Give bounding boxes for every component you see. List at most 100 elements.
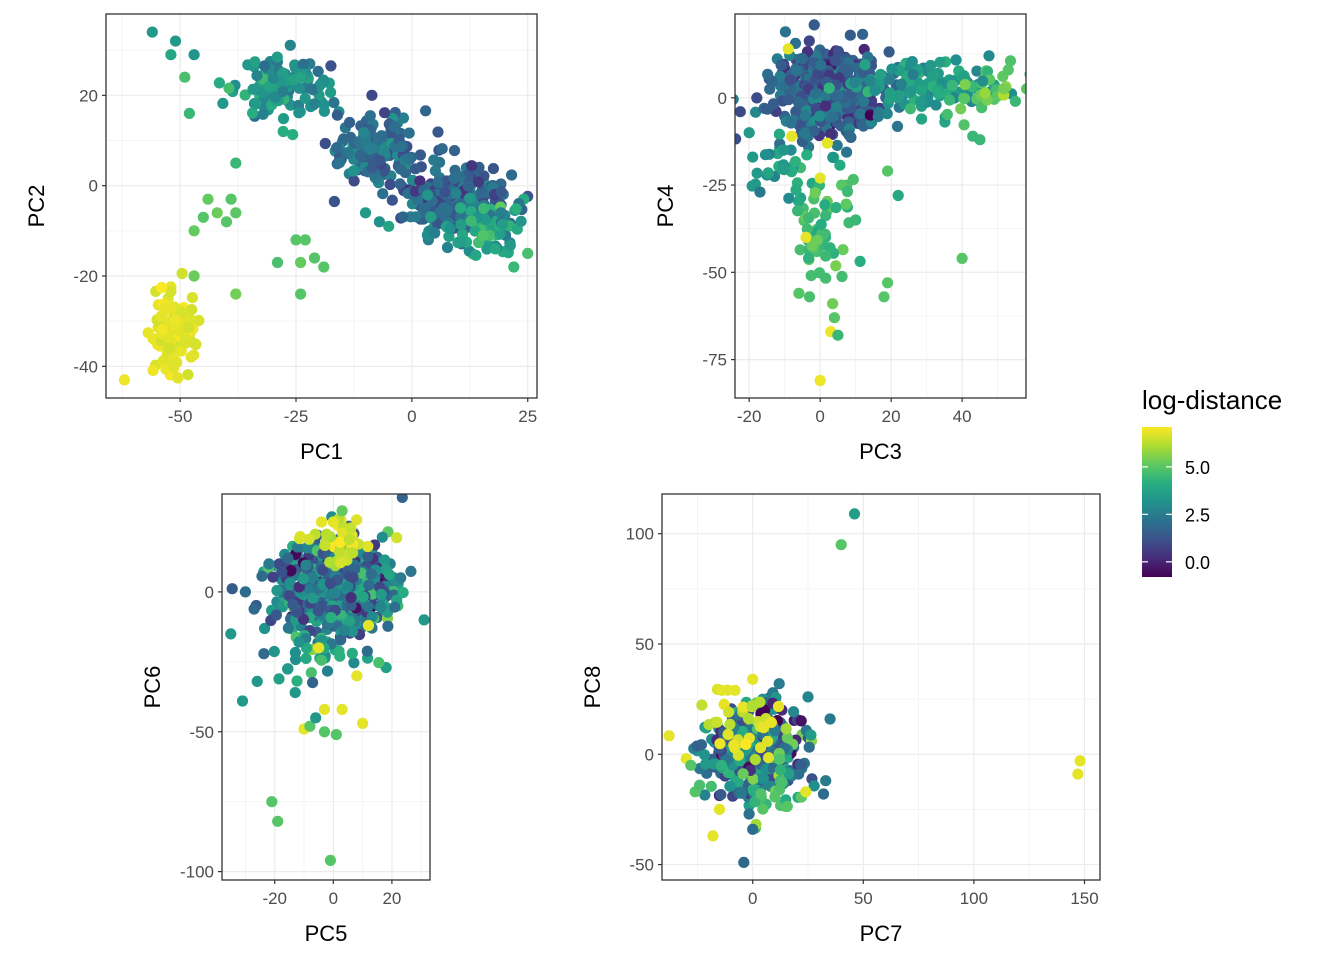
scatter-point [783, 94, 795, 106]
scatter-point [916, 113, 928, 125]
scatter-point [347, 547, 359, 559]
scatter-point [389, 601, 401, 613]
scatter-point [345, 522, 357, 534]
scatter-point [351, 514, 363, 526]
x-tick-label: -20 [262, 889, 287, 908]
scatter-point [800, 786, 812, 798]
scatter-point [328, 97, 340, 109]
scatter-point [506, 169, 518, 181]
scatter-point [454, 202, 467, 214]
scatter-point [251, 70, 263, 82]
scatter-point [357, 591, 369, 603]
scatter-point [432, 126, 444, 138]
scatter-point [793, 768, 805, 780]
scatter-point [334, 536, 346, 549]
scatter-point [263, 558, 275, 570]
scatter-point [397, 211, 409, 223]
scatter-point [829, 54, 841, 67]
scatter-point [405, 565, 417, 578]
scatter-point [397, 587, 409, 599]
scatter-point [308, 98, 320, 110]
scatter-point [277, 113, 290, 125]
y-axis-title: PC6 [140, 666, 165, 709]
scatter-point [450, 187, 462, 199]
scatter-point [448, 172, 460, 185]
scatter-point [751, 92, 763, 104]
colorbar-legend: log-distance 0.0 2.5 5.0 [1142, 385, 1282, 577]
scatter-point [481, 243, 493, 255]
scatter-point [820, 775, 832, 787]
scatter-point [946, 79, 959, 91]
x-tick-label: 0 [407, 407, 416, 426]
scatter-point [266, 796, 278, 808]
scatter-point [230, 288, 242, 300]
scatter-point [365, 568, 377, 580]
scatter-point [336, 703, 348, 716]
scatter-point [271, 51, 283, 63]
scatter-point [295, 288, 307, 300]
scatter-point [118, 374, 131, 386]
scatter-point [313, 642, 325, 654]
scatter-point [782, 43, 794, 55]
scatter-point [971, 65, 983, 77]
scatter-point [790, 184, 802, 196]
scatter-point [414, 149, 426, 161]
scatter-point [299, 92, 311, 104]
scatter-point [441, 241, 454, 254]
scatter-panel-pc1-pc2: -50 -25 0 25 -40 -20 0 20 PC1 PC2 [24, 13, 538, 464]
scatter-point [796, 52, 809, 65]
scatter-point [202, 193, 214, 205]
x-tick-label: 0 [815, 407, 824, 426]
scatter-point [420, 105, 432, 117]
scatter-point [439, 186, 451, 198]
scatter-point [800, 231, 812, 243]
x-tick-label: 0 [329, 889, 338, 908]
scatter-point [304, 584, 316, 596]
scatter-point [312, 605, 324, 617]
scatter-point [429, 227, 441, 239]
scatter-point [287, 129, 299, 141]
scatter-point [305, 667, 317, 679]
scatter-point [824, 242, 836, 254]
scatter-point [714, 738, 726, 750]
scatter-point [330, 729, 342, 741]
scatter-point [315, 654, 328, 666]
scatter-point [186, 292, 198, 304]
scatter-point [724, 718, 736, 730]
scatter-point [814, 172, 826, 184]
scatter-point [738, 856, 750, 869]
scatter-point [354, 150, 367, 162]
scatter-point [858, 95, 870, 107]
scatter-point [239, 586, 251, 598]
scatter-point [828, 312, 841, 324]
scatter-point [379, 107, 391, 119]
scatter-point [292, 541, 304, 553]
scatter-point [462, 180, 474, 192]
scatter-point [271, 256, 284, 269]
x-tick-label: 150 [1070, 889, 1098, 908]
scatter-point [757, 772, 770, 785]
scatter-point [331, 109, 343, 121]
scatter-point [494, 228, 506, 240]
scatter-point [220, 216, 233, 228]
scatter-point [147, 364, 159, 376]
scatter-point [318, 261, 330, 273]
scatter-point [1004, 55, 1017, 67]
scatter-point [772, 700, 785, 713]
scatter-point [724, 780, 736, 792]
scatter-point [808, 125, 820, 137]
scatter-point [163, 342, 176, 354]
scatter-point [397, 112, 409, 124]
scatter-point [905, 85, 917, 97]
scatter-point [998, 83, 1010, 95]
scatter-point [362, 540, 374, 553]
scatter-point [391, 532, 403, 544]
scatter-point [763, 752, 775, 764]
scatter-point [444, 222, 456, 234]
scatter-point [743, 808, 755, 820]
scatter-point [473, 176, 485, 188]
scatter-point [301, 642, 313, 654]
scatter-point [882, 277, 894, 289]
scatter-point [737, 701, 749, 713]
scatter-point [343, 533, 355, 546]
